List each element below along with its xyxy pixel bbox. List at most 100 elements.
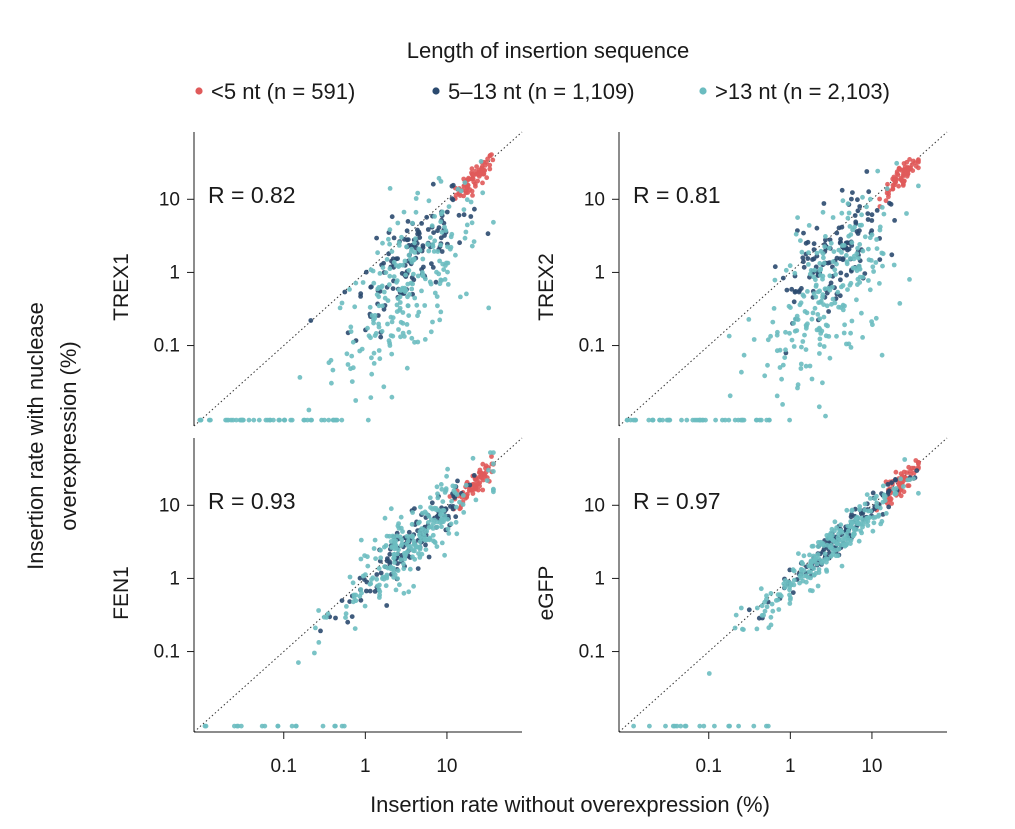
data-point [394,533,400,539]
data-point [631,723,636,729]
data-point [412,506,417,511]
data-point [262,723,268,729]
data-point [815,583,821,589]
data-point [839,224,845,230]
data-point [353,592,359,598]
data-point [880,483,886,489]
data-point [664,417,670,423]
data-point [398,557,404,563]
data-point [374,572,380,577]
data-point [880,263,885,269]
data-point [406,529,412,535]
data-point [416,229,422,235]
data-point [438,242,443,248]
scatter-points [202,450,496,729]
data-point [783,329,788,335]
data-point [407,566,413,572]
data-point [867,287,873,293]
data-point [411,583,416,589]
data-point [840,307,846,313]
data-point [439,486,445,492]
data-point [415,566,421,571]
data-point [350,580,356,586]
data-point [436,225,442,231]
data-point [442,552,447,558]
data-point [817,351,822,356]
data-point [440,499,446,504]
data-point [834,333,839,339]
data-point [832,267,838,273]
data-point [869,218,875,223]
svg-text:<5 nt (n = 591): <5 nt (n = 591) [211,79,355,104]
data-point [816,540,821,545]
data-point [860,194,865,200]
data-point [706,671,712,676]
data-point [306,407,312,413]
data-point [445,260,451,266]
data-point [326,360,332,366]
data-point [389,319,395,325]
data-point [849,507,855,513]
data-point [434,484,440,490]
data-point [783,347,788,353]
y-axis-label-line2: overexpression (%) [56,341,81,531]
data-point [834,230,840,236]
data-point [762,373,768,379]
data-point [438,179,444,184]
data-point [448,521,454,527]
data-point [897,301,903,306]
data-point [389,214,395,220]
data-point [426,198,432,204]
data-point [345,362,351,367]
data-point [774,348,780,354]
legend-item-5to13: 5–13 nt (n = 1,109) [432,79,635,104]
data-point [406,544,412,550]
data-point [867,235,873,241]
data-point [206,417,212,423]
data-point [916,183,921,189]
data-point [467,187,473,192]
data-point [375,250,380,256]
data-point [438,309,444,315]
data-point [916,165,921,171]
data-point [789,337,795,343]
data-point [722,417,728,423]
data-point [388,506,394,512]
data-point [794,313,800,319]
data-point [404,244,409,250]
data-point [877,224,883,230]
data-point [391,552,397,557]
data-point [481,171,486,177]
data-point [905,483,911,489]
data-point [803,363,809,369]
data-point [845,201,851,207]
data-point [373,556,378,561]
data-point [864,515,869,521]
data-point [343,615,348,620]
data-point [889,480,894,486]
data-point [374,235,379,241]
data-point [405,219,411,224]
data-point [381,289,387,295]
data-point [775,592,781,598]
data-point [679,417,684,423]
data-point [322,417,327,423]
x-tick-label: 0.1 [696,756,722,777]
data-point [422,509,428,515]
y-tick-label: 1 [594,262,605,283]
data-point [312,650,317,656]
data-point [854,297,859,303]
data-point [449,498,454,504]
data-point [365,563,371,569]
data-point [482,168,488,173]
data-point [326,417,332,423]
data-point [831,549,836,554]
data-point [857,507,862,512]
data-point [349,614,355,619]
data-point [446,204,452,210]
data-point [888,201,894,207]
data-point [439,540,445,546]
data-point [840,243,845,248]
panel-egfp: 0.1 1 10 0.1 1 10 eGFP R = 0.97 [535,437,948,777]
data-point [389,394,395,400]
